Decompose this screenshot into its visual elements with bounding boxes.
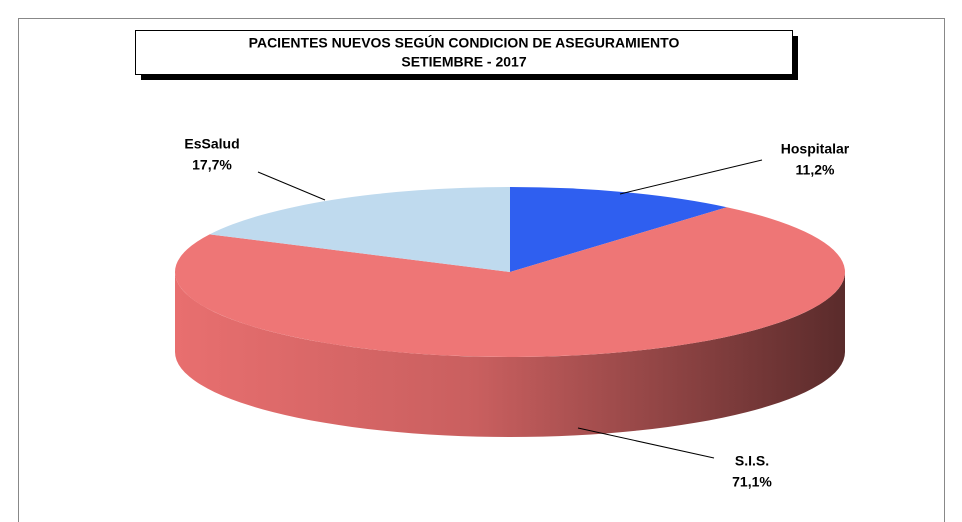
slice-label: S.I.S. xyxy=(735,453,769,469)
leader-line xyxy=(257,171,326,201)
slice-label: EsSalud xyxy=(184,136,239,152)
frame xyxy=(18,18,945,522)
slice xyxy=(510,187,727,272)
title-box xyxy=(135,30,793,75)
slice-value-label: 17,7% xyxy=(192,157,232,173)
slice-label: Hospitalar xyxy=(781,141,850,157)
slice-value-label: 11,2% xyxy=(796,162,835,178)
leader-line xyxy=(619,159,763,195)
slice xyxy=(175,207,846,357)
chart-subtitle: SETIEMBRE - 2017 xyxy=(401,54,526,70)
slice-side xyxy=(175,272,845,437)
leader-line xyxy=(577,427,715,459)
slice xyxy=(209,187,511,272)
chart-title: PACIENTES NUEVOS SEGÚN CONDICION DE ASEG… xyxy=(249,34,680,51)
slice-value-label: 71,1% xyxy=(732,474,772,490)
